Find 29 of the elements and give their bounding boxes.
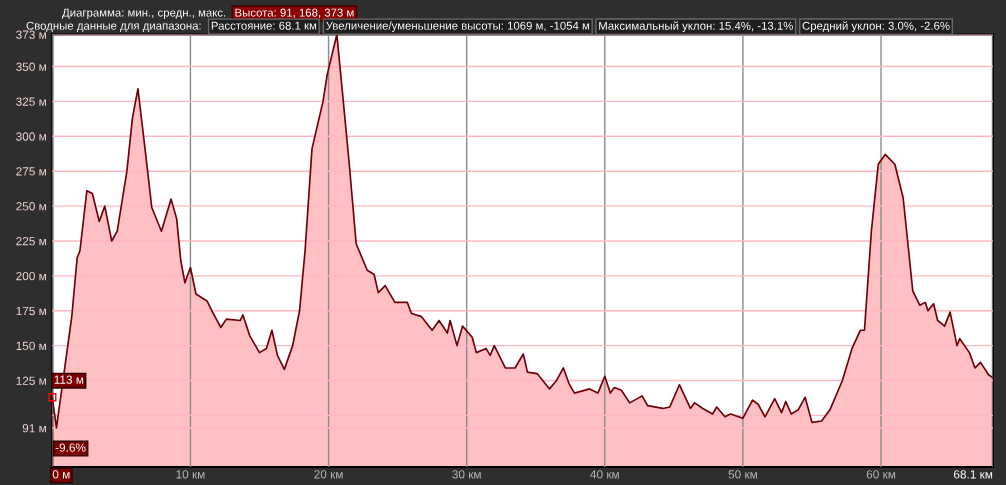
x-tick-label: 20 км xyxy=(314,470,343,479)
text: Высота: 91, 168, 373 м xyxy=(235,8,354,18)
y-tick-label: 275 м xyxy=(16,167,46,176)
text: Средний уклон: 3.0%, -2.6% xyxy=(802,21,950,33)
y-tick-label: 300 м xyxy=(16,132,46,141)
x-tick-label: 10 км xyxy=(176,470,205,479)
text: Сводные данные для диапазона: xyxy=(26,21,201,32)
x-tick-label: 40 км xyxy=(590,470,619,479)
y-tick-label: 200 м xyxy=(16,271,46,281)
text: Увеличение/уменьшение высоты: 1069 м, -1054 м xyxy=(326,21,590,32)
text: Диаграмма: мин., средн., макс. xyxy=(62,8,226,19)
annotation: -9.6% xyxy=(55,443,86,452)
x-tick-label: 60 км xyxy=(866,470,896,479)
text: Расстояние: 68.1 км xyxy=(211,21,317,30)
y-tick-label: 125 м xyxy=(16,376,46,385)
y-tick-label: 91 м xyxy=(22,424,46,433)
y-tick-label: 350 м xyxy=(16,62,46,71)
y-tick-label: 325 м xyxy=(16,97,46,106)
y-tick-label: 225 м xyxy=(16,237,46,246)
y-tick-label: 250 м xyxy=(16,202,46,211)
y-tick-label: 373 м xyxy=(16,30,46,39)
x-tick-label: 50 км xyxy=(728,470,757,479)
y-tick-label: 175 м xyxy=(16,306,46,316)
y-tick-label: 150 м xyxy=(16,341,46,351)
x-tick-label: 0 м xyxy=(52,470,70,479)
annotation: 113 м xyxy=(54,375,84,384)
x-tick-label: 30 км xyxy=(452,470,481,479)
text: Максимальный уклон: 15.4%, -13.1% xyxy=(599,21,793,33)
x-tick-label: 68.1 км xyxy=(953,470,993,479)
